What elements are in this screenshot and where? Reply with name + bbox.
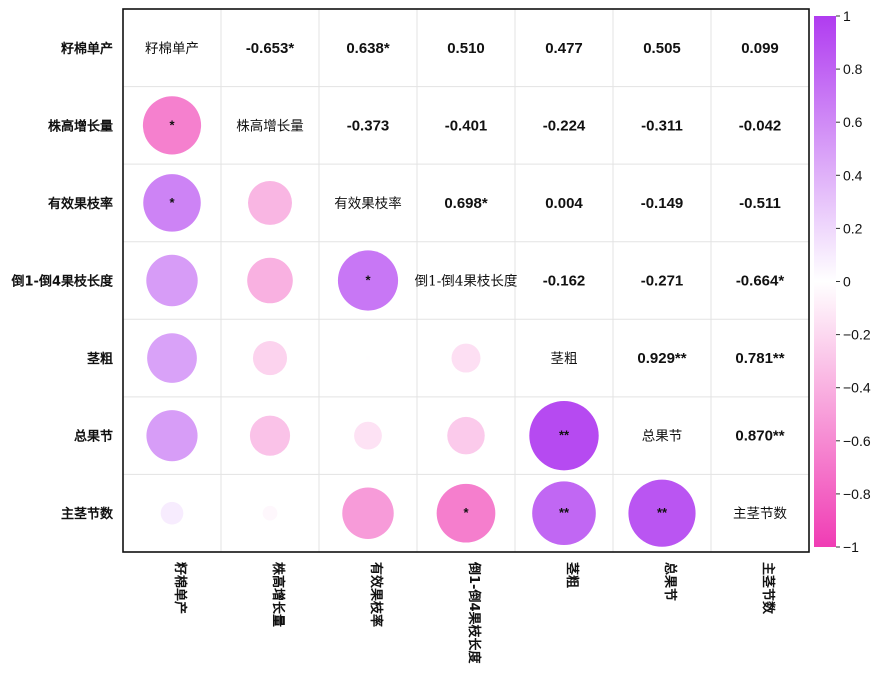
correlation-value: -0.162	[543, 273, 586, 290]
row-label: 茎粗	[87, 351, 113, 367]
correlation-value: -0.271	[641, 273, 684, 290]
correlation-value: 0.870**	[735, 428, 784, 445]
correlation-circle	[342, 487, 394, 539]
correlation-value: 0.004	[545, 195, 583, 212]
diagonal-label: 总果节	[642, 429, 683, 445]
significance-mark: *	[169, 117, 175, 132]
column-label: 株高增长量	[270, 562, 286, 627]
correlation-value: 0.929**	[637, 350, 686, 367]
correlation-circle	[436, 483, 496, 543]
correlation-circle	[248, 180, 292, 225]
correlation-circle	[147, 333, 197, 383]
colorbar	[814, 16, 836, 547]
row-label: 有效果枝率	[48, 196, 113, 212]
colorbar-tick-label: 0.2	[843, 220, 863, 236]
correlation-value: -0.401	[445, 117, 488, 134]
row-label: 倒1-倒4果枝长度	[11, 274, 114, 290]
colorbar-tick-label: −0.4	[843, 380, 871, 396]
correlation-circle	[142, 96, 202, 155]
correlation-circle	[143, 174, 201, 232]
colorbar-tick-label: 0.8	[843, 61, 863, 77]
column-label: 倒1-倒4果枝长度	[466, 561, 482, 664]
grid-lines	[123, 9, 809, 552]
correlation-value: -0.149	[641, 195, 684, 212]
diagonal-label: 倒1-倒4果枝长度	[415, 274, 518, 290]
correlation-circle	[160, 501, 184, 525]
colorbar-ticks: 1 0.8 0.6 0.4 0.2 0 −0.2 −0.4 −0.6 −0.8 −1	[836, 8, 871, 555]
row-label: 籽棉单产	[61, 41, 113, 57]
colorbar-tick-label: 0.4	[843, 167, 863, 183]
diagonal-label: 株高增长量	[236, 117, 304, 134]
correlation-value: -0.311	[641, 117, 683, 134]
correlation-circle	[447, 416, 485, 455]
diagonal-label: 茎粗	[551, 351, 578, 367]
diagonal-label: 主茎节数	[733, 506, 787, 522]
correlation-circle	[262, 505, 278, 521]
correlation-circle	[532, 481, 596, 546]
diagonal-label: 籽棉单产	[145, 41, 199, 57]
plot-frame	[122, 8, 810, 553]
diagonal-label: 有效果枝率	[334, 195, 402, 212]
correlation-value: 0.638*	[346, 40, 390, 57]
correlation-value: 0.099	[741, 40, 779, 57]
correlation-circle	[529, 400, 599, 471]
cells: 籽棉单产 -0.653* 0.638* 0.510 0.477 0.505 0.099 * 株高…	[142, 40, 787, 547]
correlation-value: -0.653*	[246, 40, 295, 57]
correlation-value: 0.698*	[444, 195, 488, 212]
correlation-value: 0.510	[447, 40, 485, 57]
significance-mark: **	[559, 428, 570, 443]
correlation-circle	[247, 257, 293, 304]
significance-mark: *	[365, 273, 371, 288]
row-label: 主茎节数	[61, 506, 114, 522]
correlation-value: 0.505	[643, 40, 681, 57]
colorbar-tick-label: 0.6	[843, 114, 863, 130]
colorbar-tick-label: −0.2	[843, 327, 871, 343]
colorbar-tick-label: −1	[843, 539, 859, 555]
significance-mark: *	[169, 195, 175, 210]
column-label: 茎粗	[564, 562, 580, 588]
correlation-circle	[628, 479, 696, 547]
correlation-circle	[146, 410, 198, 462]
colorbar-tick-label: 1	[843, 8, 851, 24]
correlation-value: 0.477	[545, 40, 583, 57]
row-label: 株高增长量	[48, 118, 113, 134]
correlation-circle	[146, 254, 198, 307]
colorbar-tick-label: 0	[843, 274, 851, 290]
correlation-value: -0.373	[347, 117, 390, 134]
column-label: 籽棉单产	[172, 562, 188, 614]
correlation-circle	[354, 421, 382, 450]
correlation-circle	[337, 250, 399, 311]
correlation-value: -0.042	[739, 117, 782, 134]
correlation-value: -0.664*	[736, 273, 785, 290]
correlation-circle	[451, 343, 481, 373]
correlation-value: -0.511	[739, 195, 781, 212]
correlation-value: -0.224	[543, 117, 586, 134]
correlation-circle	[365, 355, 371, 361]
significance-mark: **	[559, 505, 570, 520]
column-labels: 籽棉单产 株高增长量 有效果枝率 倒1-倒4果枝长度 茎粗 总果节 主茎节数	[172, 561, 776, 664]
column-label: 有效果枝率	[368, 562, 384, 627]
significance-mark: *	[463, 505, 469, 520]
row-label: 总果节	[74, 429, 113, 445]
colorbar-tick-label: −0.6	[843, 433, 871, 449]
correlation-value: 0.781**	[735, 350, 784, 367]
correlation-circle	[249, 415, 291, 456]
significance-mark: **	[657, 505, 668, 520]
column-label: 总果节	[662, 562, 678, 601]
column-label: 主茎节数	[760, 562, 776, 615]
correlation-circle	[252, 341, 288, 376]
colorbar-tick-label: −0.8	[843, 486, 871, 502]
